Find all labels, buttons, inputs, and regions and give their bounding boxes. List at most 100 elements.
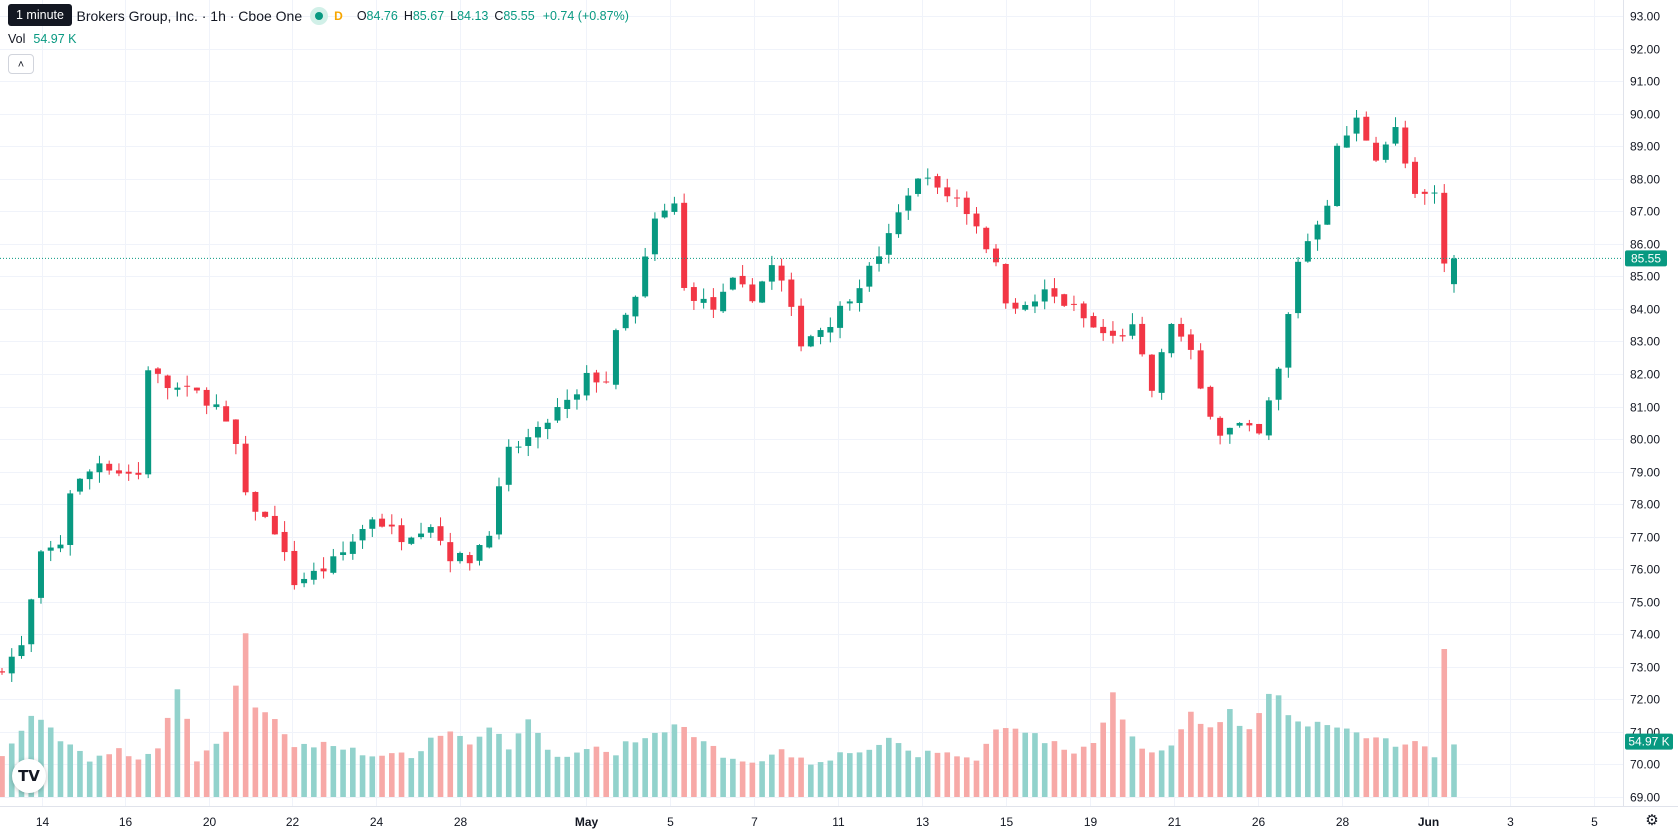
candle [1207,385,1214,420]
candle [96,455,103,483]
candle [603,371,610,384]
volume-bar [1022,732,1029,797]
candle [973,207,980,234]
volume-bar [1041,743,1048,797]
volume-bar [1392,746,1399,797]
candle [1168,323,1175,358]
volume-bar [564,756,571,797]
candle [1070,295,1077,312]
volume-bar [769,754,775,797]
price-tick-label: 70.00 [1630,758,1660,772]
volume-bar [466,744,473,797]
collapse-legend-button[interactable]: ˄ [8,54,34,74]
candle [1022,301,1029,312]
candle [1178,317,1185,342]
candle [788,272,795,317]
candle [1119,328,1126,342]
candle [505,439,512,492]
candle [1002,263,1009,309]
candle [1402,120,1409,169]
candle [1421,189,1428,205]
volume-bar [778,749,785,797]
time-tick-label: 3 [1507,815,1514,829]
volume-bar [174,689,181,797]
candle [1363,111,1370,141]
volume-bar [983,743,990,797]
price-tick-label: 73.00 [1630,661,1660,675]
symbol-title[interactable]: Interactive Brokers Group, Inc. · 1h · C… [8,8,303,24]
candle [632,295,639,324]
volume-bar [993,729,999,797]
candle [895,204,902,238]
volume-bar [671,724,678,797]
volume-bar [427,737,434,797]
candle [739,265,746,288]
candle [992,244,999,267]
candle [28,598,35,653]
candle [1031,294,1038,314]
close-value: 85.55 [503,9,535,23]
tradingview-logo[interactable]: TV [12,759,46,793]
volume-bar [1402,744,1409,797]
candlesticks [0,110,1457,682]
volume-bar [0,756,5,797]
candle [515,440,522,454]
candle [944,178,951,203]
volume-bar [876,744,882,797]
price-tick-label: 72.00 [1630,693,1660,707]
candle [1080,301,1087,328]
volume-bar [535,732,541,797]
volume-label[interactable]: Vol [8,32,26,46]
time-tick-label: 28 [1336,815,1350,829]
volume-bar [359,755,366,797]
volume-bar [77,750,83,797]
candle [1285,312,1292,378]
volume-bar [398,752,405,797]
volume-bar [593,746,600,797]
volume-bar [203,750,210,797]
volume-bar [700,741,707,797]
last-volume-label: 54.97 K [1628,735,1669,749]
candle [86,469,93,490]
candle [203,387,210,415]
close-label: C [494,9,504,23]
time-tick-label: 15 [1000,815,1014,829]
candle [525,428,532,457]
candle [1041,279,1048,310]
time-tick-label: 5 [667,815,674,829]
high-value: 85.67 [412,9,445,23]
volume-bar [622,741,629,797]
time-tick-label: 19 [1084,815,1098,829]
volume-bar [486,727,493,797]
price-axis[interactable]: 69.0070.0071.0072.0073.0074.0075.0076.00… [1630,10,1660,805]
volume-bar [798,757,804,797]
candle [1246,419,1253,432]
candle [495,477,502,540]
volume-bar [837,752,843,797]
volume-bar [47,727,54,797]
gear-icon[interactable]: ⚙ [1645,812,1659,829]
candle [583,365,590,401]
volume-bar [1217,722,1223,797]
candle [1236,422,1243,428]
candle [866,262,873,292]
candle [1314,220,1321,251]
candle [915,178,922,197]
candle [184,375,191,397]
candle [1139,316,1146,357]
candle [837,301,844,339]
time-tick-label: 21 [1168,815,1182,829]
volume-bar [1110,692,1116,797]
candle [1412,157,1419,198]
candle [768,255,775,290]
candle [213,394,220,410]
time-axis[interactable]: 14 16 20 22 24 28 May 5 7 11 13 15 19 21 26 28 Jun 3 5 [36,815,1598,829]
candle [145,366,152,479]
volume-bar [681,726,687,797]
volume-bar [213,743,220,797]
volume-bar [613,755,619,797]
time-tick-label: Jun [1418,815,1439,829]
volume-bar [379,755,385,797]
volume-bar [856,752,863,797]
